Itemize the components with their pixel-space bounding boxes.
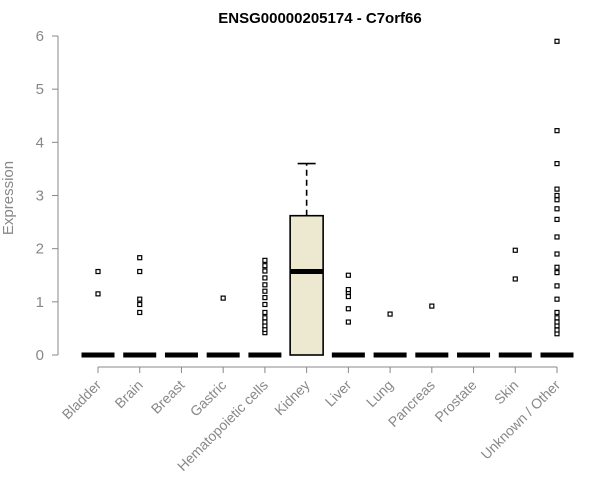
outlier-point — [137, 268, 143, 275]
outlier-point — [554, 186, 560, 192]
box-group — [289, 162, 324, 356]
y-tick-label: 2 — [36, 241, 44, 258]
outlier-point — [137, 255, 143, 261]
x-tick-label: Liver — [322, 377, 355, 410]
outlier-point — [554, 197, 560, 203]
y-tick-label: 6 — [36, 28, 44, 45]
y-axis: 0 1 2 3 4 5 6 — [36, 28, 59, 364]
outlier-point — [262, 315, 268, 321]
outlier-point — [137, 301, 143, 308]
y-tick-label: 3 — [36, 188, 44, 205]
outlier-point — [429, 303, 435, 309]
outlier-point — [554, 251, 560, 257]
box-group — [415, 303, 449, 358]
box-group — [123, 255, 157, 358]
x-tick-label: Prostate — [431, 377, 479, 425]
outlier-point — [554, 206, 560, 212]
outlier-point — [554, 161, 560, 167]
x-tick-label: Breast — [148, 377, 188, 417]
outlier-point — [262, 294, 268, 301]
plot-area — [81, 38, 574, 358]
x-tick-label: Kidney — [271, 377, 313, 419]
outlier-point — [262, 309, 268, 316]
box-group — [540, 38, 574, 358]
outlier-point — [220, 295, 226, 301]
outlier-point — [512, 276, 518, 282]
outlier-point — [554, 283, 560, 289]
x-tick-label: Bladder — [59, 377, 105, 423]
x-tick-label: Lung — [363, 377, 396, 410]
outlier-point — [95, 291, 101, 297]
outlier-point — [554, 216, 560, 223]
outlier-point — [262, 257, 268, 263]
outlier-point — [512, 247, 518, 253]
outlier-point — [262, 282, 268, 288]
outlier-point — [345, 287, 351, 293]
x-tick-label: Brain — [111, 377, 145, 411]
y-tick-label: 4 — [36, 134, 44, 151]
outlier-point — [554, 315, 560, 321]
outlier-point — [554, 309, 560, 316]
outlier-point — [554, 128, 560, 134]
box-group — [331, 272, 365, 358]
y-tick-label: 1 — [36, 294, 44, 311]
box — [289, 214, 324, 356]
outlier-point — [262, 275, 268, 281]
box-group — [206, 295, 240, 358]
outlier-point — [554, 296, 560, 302]
chart-title: ENSG00000205174 - C7orf66 — [218, 10, 421, 27]
outlier-point — [137, 309, 143, 316]
box-group — [81, 268, 115, 358]
outlier-point — [262, 319, 268, 325]
box-group — [248, 257, 282, 358]
outlier-point — [554, 327, 560, 333]
outlier-point — [345, 293, 351, 300]
outlier-point — [554, 234, 560, 240]
y-axis-label: Expression — [0, 161, 17, 235]
outlier-point — [95, 268, 101, 275]
outlier-point — [554, 319, 560, 325]
outlier-point — [345, 306, 351, 312]
outlier-point — [554, 38, 560, 44]
outlier-point — [554, 264, 560, 270]
x-tick-label: Skin — [491, 377, 522, 408]
y-tick-label: 0 — [36, 347, 44, 364]
outlier-point — [262, 268, 268, 274]
outlier-point — [262, 263, 268, 269]
y-tick-label: 5 — [36, 81, 44, 98]
outlier-point — [345, 319, 351, 325]
outlier-point — [554, 192, 560, 199]
box-group — [373, 311, 407, 358]
outlier-point — [137, 296, 143, 302]
outlier-point — [387, 311, 393, 317]
box-group — [498, 247, 532, 358]
outlier-point — [262, 301, 268, 308]
outlier-point — [554, 269, 560, 276]
outlier-point — [345, 272, 351, 278]
outlier-point — [262, 288, 268, 294]
x-tick-label: Unknown / Other — [478, 377, 564, 463]
